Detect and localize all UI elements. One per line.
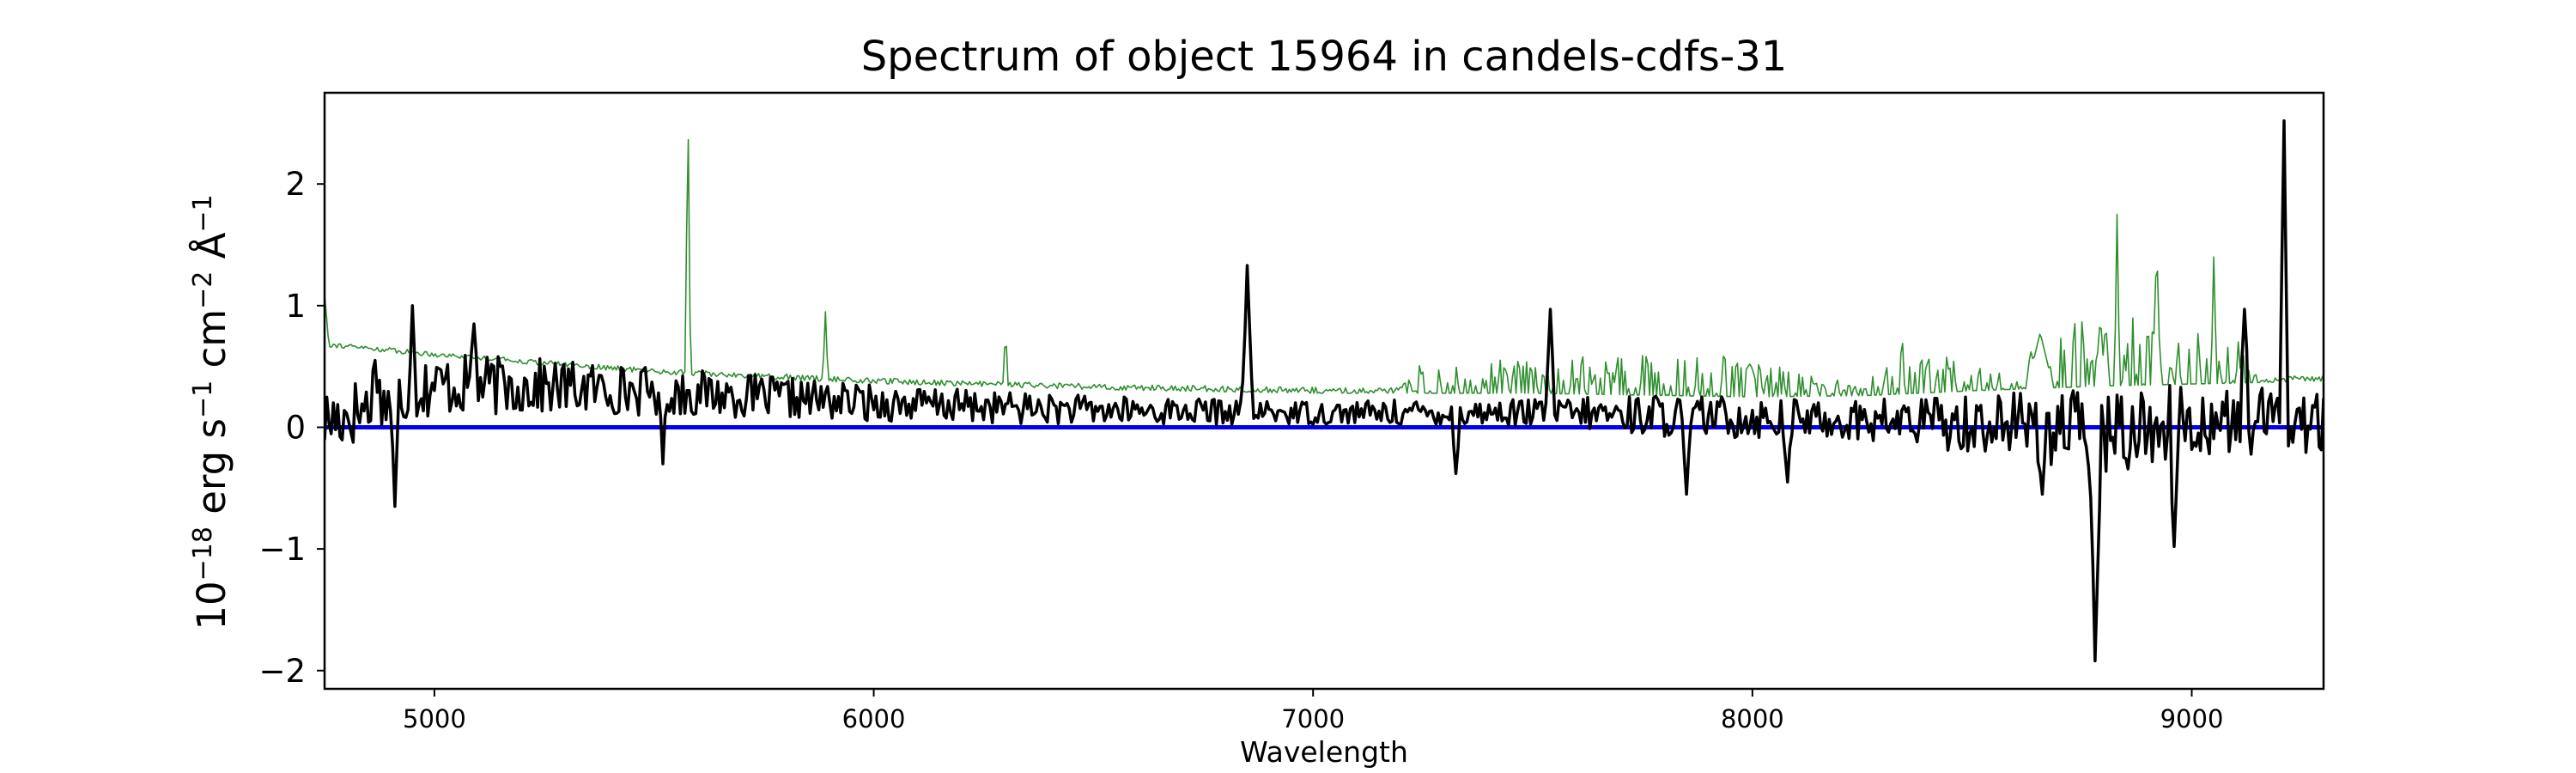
x-axis: 5000 6000 7000 8000 9000 — [403, 689, 2223, 733]
x-tick-label: 6000 — [842, 704, 906, 733]
y-axis: −2 −1 0 1 2 — [258, 166, 325, 690]
plot-frame — [323, 91, 2325, 691]
y-tick-label: 2 — [285, 166, 306, 203]
y-tick-label: 0 — [285, 409, 306, 446]
x-tick-label: 7000 — [1281, 704, 1345, 733]
y-axis-label: 10−18 erg s−1 cm−2 Å−1 — [188, 194, 234, 630]
plot-area — [325, 119, 2324, 663]
x-tick-label: 8000 — [1721, 704, 1784, 733]
x-tick-label: 9000 — [2160, 704, 2224, 733]
error-series-line — [325, 138, 2324, 398]
chart-title: Spectrum of object 15964 in candels-cdfs… — [861, 33, 1788, 81]
y-tick-label: −1 — [258, 531, 306, 568]
y-tick-label: 1 — [285, 288, 306, 325]
y-tick-label: −2 — [258, 653, 306, 690]
x-axis-label: Wavelength — [1240, 735, 1408, 769]
x-tick-label: 5000 — [403, 704, 466, 733]
flux-series-line — [325, 119, 2324, 663]
